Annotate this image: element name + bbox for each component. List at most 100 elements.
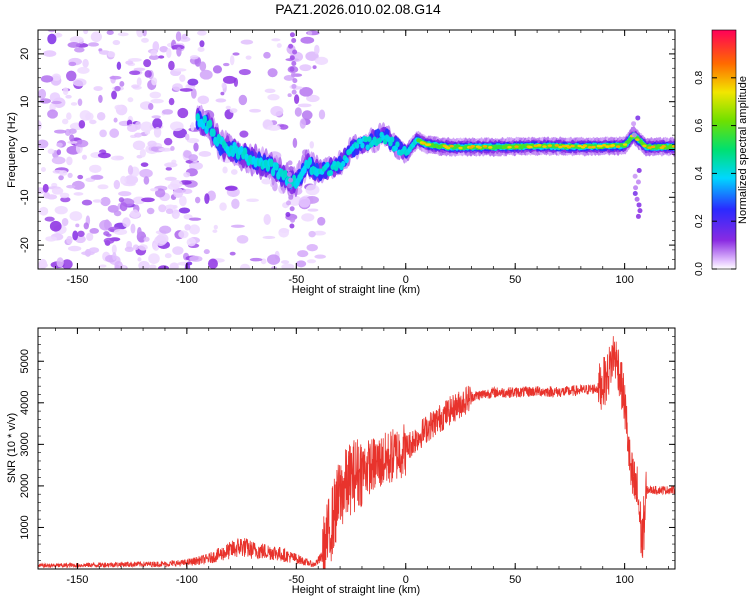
ridge-cell [340,160,346,167]
streak-blob [291,89,297,95]
noise-blob [51,187,64,195]
noise-blob [111,90,117,100]
ridge-cell [384,128,390,137]
ridge-cell [332,160,337,167]
noise-blob [47,109,58,119]
noise-blob [77,230,85,237]
y-tick-label: -20 [19,237,31,253]
snr-ylabel: SNR (10 * v/v) [6,413,18,483]
noise-blob [86,232,94,242]
streak-blob [289,55,295,61]
noise-blob [139,168,153,178]
noise-blob [103,237,115,244]
noise-blob [270,105,284,117]
noise-blob [172,205,178,209]
noise-blob [99,219,112,231]
noise-blob [309,141,314,149]
ridge-cell [642,144,647,148]
ridge-cell [323,170,328,180]
streak-blob [288,194,294,200]
noise-blob [77,66,90,74]
noise-blob [171,44,185,50]
noise-blob [38,88,47,100]
noise-blob [222,166,228,174]
y-tick-label: 10 [19,96,31,108]
noise-blob [148,54,160,60]
y-tick-label: 3000 [19,432,31,456]
noise-blob [66,112,72,120]
noise-blob [170,179,183,189]
noise-blob [144,130,151,135]
noise-blob [149,91,162,99]
noise-blob [170,146,175,151]
noise-blob [175,31,182,42]
streak-blob [630,126,636,132]
noise-blob [39,98,52,104]
streak-blob [632,190,638,196]
noise-blob [158,204,167,213]
noise-blob [178,207,191,214]
streak-blob [286,171,292,177]
noise-blob [99,129,107,138]
noise-blob [64,128,71,136]
noise-blob [184,224,191,231]
noise-blob [61,118,69,125]
noise-blob [56,257,64,268]
noise-blob [219,202,227,211]
noise-blob [297,103,312,108]
noise-blob [199,69,213,80]
ridge-cell [395,141,400,148]
noise-blob [118,191,132,197]
noise-blob [294,107,302,117]
noise-blob [40,167,46,173]
noise-blob [120,175,127,185]
streak-blob [631,132,637,138]
noise-blob [292,137,298,149]
noise-blob [42,183,49,193]
noise-blob [124,246,134,252]
noise-blob [142,30,147,37]
noise-blob [75,223,80,228]
streak-blob [631,121,637,127]
noise-blob [172,187,184,198]
noise-blob [148,102,154,111]
noise-blob [245,55,252,60]
ridge-cell [365,144,370,151]
noise-blob [46,194,58,200]
noise-blob [229,251,236,256]
noise-blob [72,230,79,241]
noise-blob [56,149,62,156]
ridge-cell [537,144,542,147]
ridge-cell [344,157,349,164]
noise-blob [183,172,191,178]
ridge-cell [269,158,274,168]
ridge-cell [488,146,493,149]
noise-blob [38,262,48,269]
x-tick-label: -100 [176,274,198,286]
noise-blob [98,264,107,268]
noise-blob [58,175,64,181]
noise-blob [132,196,146,205]
streak-blob [635,213,641,219]
ridge-cell [446,146,451,150]
noise-blob [263,51,271,59]
noise-blob [66,235,73,245]
noise-blob [51,73,61,81]
noise-blob [40,75,54,83]
noise-blob [113,228,128,236]
noise-blob [295,260,307,268]
noise-blob [124,174,139,185]
noise-blob [186,137,200,144]
noise-blob [271,38,281,42]
noise-blob [308,230,316,238]
y-tick-label: 20 [19,48,31,60]
noise-blob [158,265,170,269]
ridge-cell [582,144,588,147]
noise-blob [156,233,169,245]
colorbar-tick-label: 0.8 [694,70,705,84]
noise-blob [178,230,189,239]
noise-blob [119,80,125,87]
streak-blob [285,200,291,206]
noise-blob [158,55,165,59]
chart-title: PAZ1.2026.010.02.08.G14 [275,1,441,17]
